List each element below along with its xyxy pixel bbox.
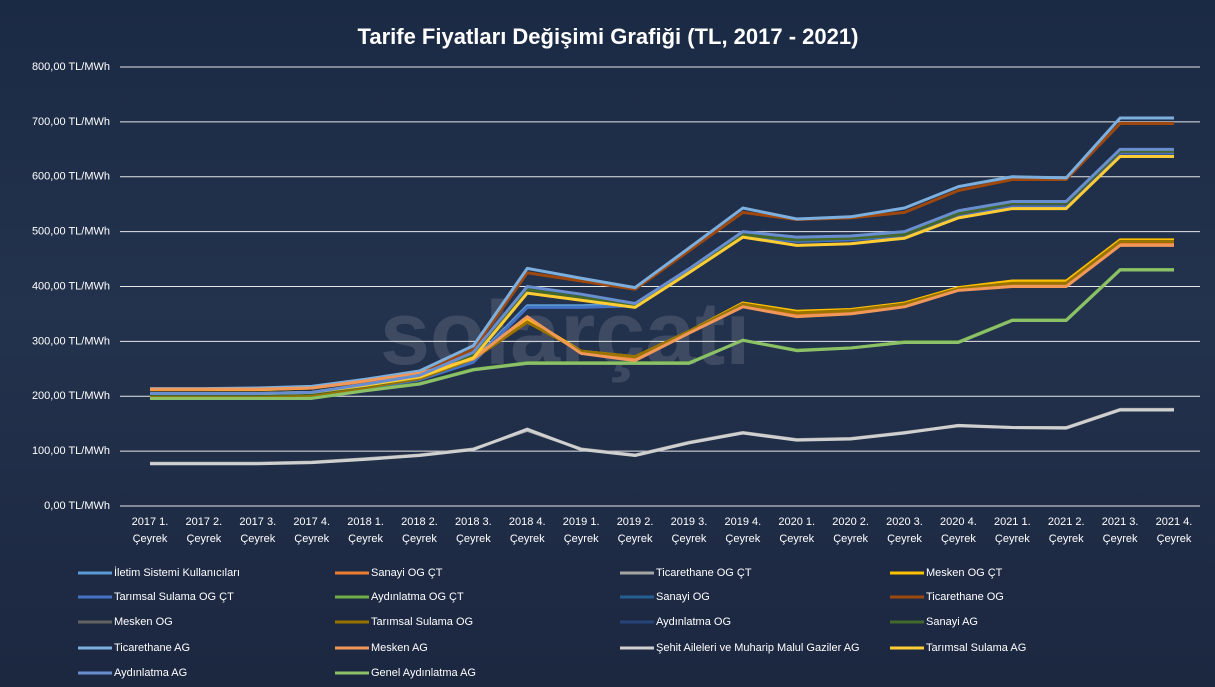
y-tick-label: 0,00 TL/MWh bbox=[44, 500, 110, 512]
chart-title: Tarife Fiyatları Değişimi Grafiği (TL, 2… bbox=[358, 24, 859, 49]
x-tick-label: 2017 2. Çeyrek bbox=[174, 514, 234, 548]
y-tick-label: 800,00 TL/MWh bbox=[32, 61, 110, 73]
x-tick-label: 2020 1. Çeyrek bbox=[767, 514, 827, 548]
x-tick-label: 2020 4. Çeyrek bbox=[928, 514, 988, 548]
y-tick-label: 700,00 TL/MWh bbox=[32, 116, 110, 128]
legend-label: Ticarethane AG bbox=[114, 642, 190, 654]
x-tick-label: 2017 1. Çeyrek bbox=[120, 514, 180, 548]
x-tick-label: 2018 3. Çeyrek bbox=[443, 514, 503, 548]
y-tick-label: 400,00 TL/MWh bbox=[32, 280, 110, 292]
legend-label: Mesken OG bbox=[114, 616, 173, 628]
x-tick-label: 2018 1. Çeyrek bbox=[336, 514, 396, 548]
y-tick-label: 600,00 TL/MWh bbox=[32, 171, 110, 183]
legend-label: Mesken OG ÇT bbox=[926, 567, 1003, 579]
legend-label: Sanayi AG bbox=[926, 616, 978, 628]
x-tick-label: 2018 4. Çeyrek bbox=[497, 514, 557, 548]
x-tick-label: 2021 2. Çeyrek bbox=[1036, 514, 1096, 548]
legend-label: Sanayi OG ÇT bbox=[371, 567, 443, 579]
legend-label: Ticarethane OG bbox=[926, 591, 1004, 603]
legend-label: Şehit Aileleri ve Muharip Malul Gaziler … bbox=[656, 642, 860, 654]
x-tick-label: 2019 4. Çeyrek bbox=[713, 514, 773, 548]
y-tick-label: 500,00 TL/MWh bbox=[32, 226, 110, 238]
legend-label: Ticarethane OG ÇT bbox=[656, 567, 752, 579]
legend-label: Mesken AG bbox=[371, 642, 428, 654]
x-tick-label: 2017 4. Çeyrek bbox=[282, 514, 342, 548]
chart: solarçatı Tarife Fiyatları Değişimi Graf… bbox=[0, 0, 1215, 687]
x-tick-label: 2021 1. Çeyrek bbox=[982, 514, 1042, 548]
legend-label: Tarımsal Sulama AG bbox=[926, 642, 1026, 654]
x-tick-label: 2019 1. Çeyrek bbox=[551, 514, 611, 548]
legend-label: İletim Sistemi Kullanıcıları bbox=[114, 566, 240, 579]
y-tick-label: 100,00 TL/MWh bbox=[32, 445, 110, 457]
legend-label: Tarımsal Sulama OG bbox=[371, 616, 473, 628]
x-tick-label: 2017 3. Çeyrek bbox=[228, 514, 288, 548]
x-tick-label: 2019 2. Çeyrek bbox=[605, 514, 665, 548]
series-line bbox=[150, 409, 1174, 463]
x-tick-label: 2020 3. Çeyrek bbox=[875, 514, 935, 548]
x-tick-label: 2018 2. Çeyrek bbox=[389, 514, 449, 548]
legend-label: Aydınlatma AG bbox=[114, 667, 187, 679]
legend-label: Aydınlatma OG bbox=[656, 616, 731, 628]
y-tick-label: 200,00 TL/MWh bbox=[32, 390, 110, 402]
x-tick-label: 2021 3. Çeyrek bbox=[1090, 514, 1150, 548]
y-tick-label: 300,00 TL/MWh bbox=[32, 335, 110, 347]
legend-label: Aydınlatma OG ÇT bbox=[371, 591, 464, 603]
x-tick-label: 2020 2. Çeyrek bbox=[821, 514, 881, 548]
legend-label: Sanayi OG bbox=[656, 591, 710, 603]
x-tick-label: 2021 4. Çeyrek bbox=[1144, 514, 1204, 548]
legend-label: Genel Aydınlatma AG bbox=[371, 667, 476, 679]
x-tick-label: 2019 3. Çeyrek bbox=[659, 514, 719, 548]
legend-label: Tarımsal Sulama OG ÇT bbox=[114, 591, 234, 603]
chart-svg: solarçatı Tarife Fiyatları Değişimi Graf… bbox=[0, 0, 1215, 687]
series-line bbox=[150, 410, 1174, 464]
